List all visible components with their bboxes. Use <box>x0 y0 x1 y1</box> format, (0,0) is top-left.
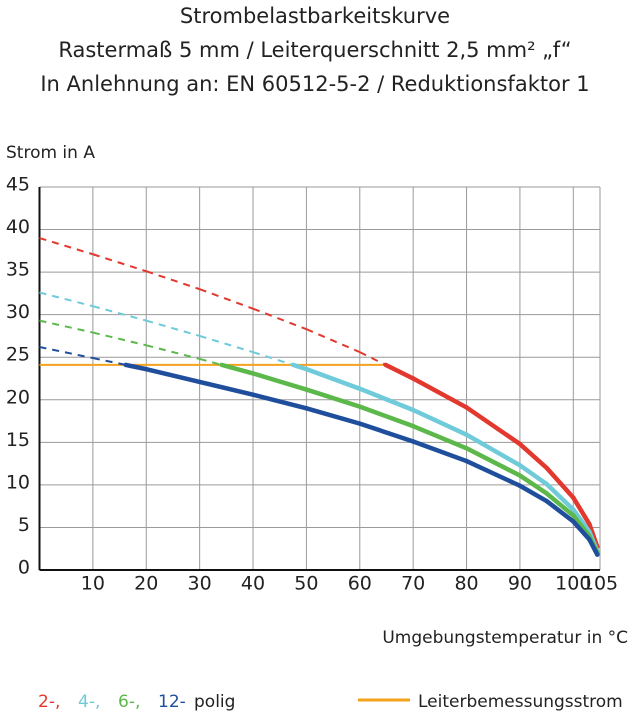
x-axis-label: Umgebungstemperatur in °C <box>382 628 628 648</box>
y-tick-label: 40 <box>6 216 30 238</box>
series-line <box>123 362 149 372</box>
x-tick-label: 20 <box>134 573 158 595</box>
legend-label: 12- <box>158 692 186 712</box>
x-tick-label: 50 <box>294 573 318 595</box>
series-line-dashed <box>39 291 94 308</box>
series-line <box>544 481 576 512</box>
series-line <box>544 465 576 500</box>
series-line <box>197 379 256 397</box>
series-line-dashed <box>252 351 294 366</box>
chart-subtitle: In Anlehnung an: EN 60512-5-2 / Reduktio… <box>40 72 589 96</box>
x-tick-label: 80 <box>454 573 478 595</box>
legend-label: 4-, <box>78 692 100 712</box>
y-axis-label: Strom in A <box>6 143 95 163</box>
x-tick-label: 60 <box>348 573 372 595</box>
series-line-dashed <box>359 351 387 366</box>
series-line <box>464 432 523 468</box>
chart-title: Strombelastbarkeitskurve <box>180 4 450 28</box>
series-line <box>517 483 549 504</box>
series-line-dashed <box>39 346 94 360</box>
series-line-dashed <box>199 334 254 354</box>
series-line <box>290 362 309 372</box>
y-tick-label: 35 <box>6 259 30 281</box>
series-line-dashed <box>199 357 222 366</box>
series-line-dashed <box>39 319 94 334</box>
series-line <box>250 392 309 411</box>
series-line-dashed <box>92 253 147 273</box>
y-tick-label: 15 <box>6 429 30 451</box>
series-line-dashed <box>92 305 147 322</box>
series-line-dashed <box>92 331 147 347</box>
x-tick-label: 40 <box>241 573 265 595</box>
y-tick-label: 45 <box>6 174 30 196</box>
series-line <box>304 366 363 391</box>
series-line <box>571 495 592 527</box>
series-line-dashed <box>199 288 254 310</box>
series-line <box>410 376 469 410</box>
series-line-dashed <box>39 237 94 256</box>
series-line <box>517 441 549 471</box>
x-tick-label: 70 <box>401 573 425 595</box>
series-line <box>410 407 469 437</box>
legend-label: Leiterbemessungsstrom <box>418 692 623 712</box>
series-line <box>517 463 549 487</box>
y-tick-label: 5 <box>18 514 30 536</box>
series-line-dashed <box>145 319 200 337</box>
series-line-dashed <box>92 357 126 366</box>
series-line <box>250 371 309 392</box>
x-tick-label: 100 <box>555 573 591 595</box>
series-line <box>464 446 523 478</box>
x-tick-label: 90 <box>508 573 532 595</box>
series-line <box>410 439 469 464</box>
y-tick-label: 20 <box>6 386 30 408</box>
series-line <box>410 423 469 451</box>
series-line-dashed <box>145 270 200 291</box>
legend-label: 2-, <box>38 692 60 712</box>
series-line <box>517 473 549 496</box>
series-line <box>219 362 256 376</box>
series-line <box>571 507 592 534</box>
x-tick-label: 105 <box>582 573 618 595</box>
series-line <box>571 519 592 542</box>
series-line-dashed <box>252 307 307 331</box>
series-line <box>544 498 576 524</box>
series-line <box>464 405 523 447</box>
legend-label: 6-, <box>118 692 140 712</box>
y-tick-label: 0 <box>18 557 30 579</box>
x-tick-label: 10 <box>81 573 105 595</box>
series-line <box>464 458 523 488</box>
chart-subtitle: Rastermaß 5 mm / Leiterquerschnitt 2,5 m… <box>58 38 571 62</box>
series-line <box>357 404 416 429</box>
legend-label: polig <box>194 692 235 712</box>
y-tick-label: 25 <box>6 344 30 366</box>
series-line <box>544 491 576 518</box>
series-line-dashed <box>306 328 361 354</box>
series-line <box>304 406 363 426</box>
series-line <box>571 513 592 539</box>
series-line <box>357 421 416 444</box>
y-tick-label: 10 <box>6 471 30 493</box>
series-line <box>357 386 416 413</box>
series-line <box>144 366 202 385</box>
series-line <box>587 537 600 557</box>
series-line <box>304 387 363 409</box>
y-tick-label: 30 <box>6 301 30 323</box>
x-tick-label: 30 <box>188 573 212 595</box>
series-line-dashed <box>146 344 200 360</box>
series-line <box>383 362 416 381</box>
